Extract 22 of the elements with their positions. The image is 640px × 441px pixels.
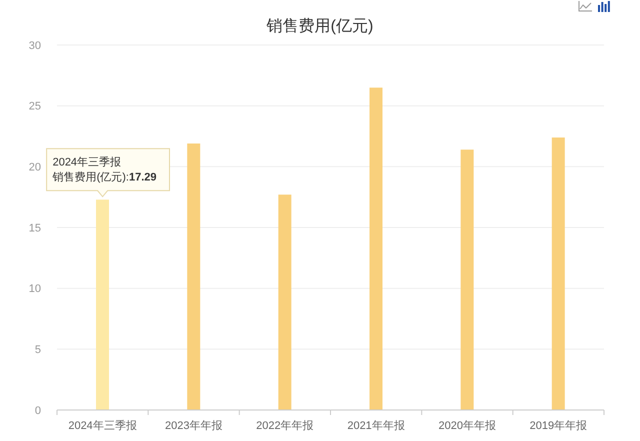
- x-tick-label: 2019年年报: [530, 420, 588, 432]
- y-tick-label: 30: [28, 40, 41, 52]
- bar: [96, 200, 109, 410]
- bar: [460, 150, 474, 410]
- bar: [552, 137, 565, 410]
- annotation: 销售费用(亿元):17.29: [52, 170, 157, 184]
- y-tick-label: 25: [28, 100, 41, 113]
- y-tick-label: 5: [34, 344, 41, 356]
- y-tick-label: 0: [34, 404, 41, 417]
- x-tick-label: 2020年年报: [438, 420, 496, 432]
- annotation: 2024年三季报: [52, 156, 122, 169]
- bar: [278, 194, 292, 410]
- y-tick-label: 10: [28, 283, 41, 296]
- x-tick-label: 2024年三季报: [68, 419, 137, 432]
- x-tick-label: 2021年年报: [347, 420, 405, 432]
- bar: [370, 88, 382, 410]
- x-tick-label: 2022年年报: [256, 420, 314, 432]
- bar: [187, 144, 200, 410]
- y-tick-label: 15: [28, 222, 41, 234]
- chart-title: 销售费用(亿元): [266, 17, 374, 37]
- y-tick-label: 20: [28, 162, 41, 174]
- x-tick-label: 2023年年报: [165, 420, 222, 432]
